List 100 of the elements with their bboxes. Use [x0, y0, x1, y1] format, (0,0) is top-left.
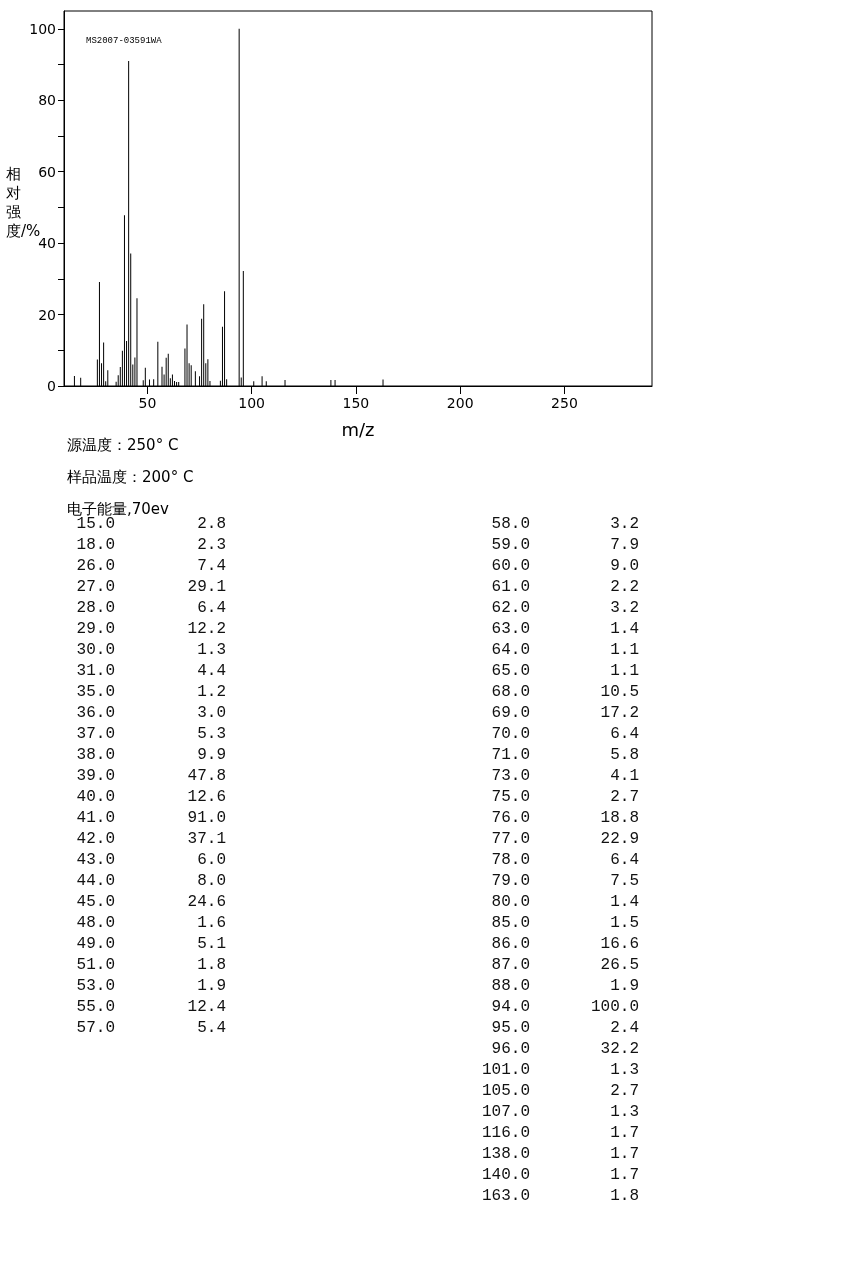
y-tick-label: 80 — [38, 92, 56, 109]
text: 2.2 — [609, 578, 639, 596]
text: 样品温度：200° C — [67, 468, 194, 487]
y-tick-label: 60 — [38, 163, 56, 180]
text: 62.0 — [490, 599, 530, 617]
text: 1.3 — [196, 641, 226, 659]
text: 95.0 — [490, 1019, 530, 1037]
text: 6.0 — [196, 851, 226, 869]
text: 7.9 — [609, 536, 639, 554]
text: 18.0 — [75, 536, 115, 554]
text: 5.3 — [196, 725, 226, 743]
text: 12.6 — [186, 788, 226, 806]
y-tick-label: 40 — [38, 235, 56, 252]
text: 53.0 — [75, 977, 115, 995]
text: 116.0 — [481, 1124, 530, 1142]
text: 3.2 — [609, 599, 639, 617]
text: 28.0 — [75, 599, 115, 617]
text: 71.0 — [490, 746, 530, 764]
text: 18.8 — [599, 809, 639, 827]
text: 100.0 — [590, 998, 639, 1016]
text: 60.0 — [490, 557, 530, 575]
x-tick-label: 50 — [138, 395, 157, 411]
text: 59.0 — [490, 536, 530, 554]
y-tick-label: 100 — [29, 20, 56, 37]
text: 1.6 — [196, 914, 226, 932]
text: 44.0 — [75, 872, 115, 890]
text: 69.0 — [490, 704, 530, 722]
text: 22.9 — [599, 830, 639, 848]
text: 35.0 — [75, 683, 115, 701]
text: 91.0 — [186, 809, 226, 827]
text: 9.9 — [196, 746, 226, 764]
x-tick-label: 100 — [238, 395, 266, 411]
text: 65.0 — [490, 662, 530, 680]
text: 1.8 — [196, 956, 226, 974]
text: 48.0 — [75, 914, 115, 932]
text: 63.0 — [490, 620, 530, 638]
text: 77.0 — [490, 830, 530, 848]
text: 24.6 — [186, 893, 226, 911]
text: 73.0 — [490, 767, 530, 785]
text: 32.2 — [599, 1040, 639, 1058]
text: 51.0 — [75, 956, 115, 974]
text: 49.0 — [75, 935, 115, 953]
text: 16.6 — [599, 935, 639, 953]
text: 1.2 — [196, 683, 226, 701]
text: 10.5 — [599, 683, 639, 701]
text: 1.8 — [609, 1187, 639, 1205]
text: 1.4 — [609, 893, 639, 911]
annotation: MS2007-03591WA — [86, 35, 163, 46]
text: 12.4 — [186, 998, 226, 1016]
text: 6.4 — [196, 599, 226, 617]
text: 2.3 — [196, 536, 226, 554]
text: 78.0 — [490, 851, 530, 869]
text: 138.0 — [481, 1145, 530, 1163]
text: 5.1 — [196, 935, 226, 953]
text: 1.9 — [196, 977, 226, 995]
x-tick-label: 150 — [342, 395, 370, 411]
text: 85.0 — [490, 914, 530, 932]
text: 79.0 — [490, 872, 530, 890]
text: 70.0 — [490, 725, 530, 743]
text: 源温度：250° C — [67, 436, 179, 455]
text: 1.1 — [609, 641, 639, 659]
text: 7.5 — [609, 872, 639, 890]
text: 45.0 — [75, 893, 115, 911]
text: 2.7 — [609, 1082, 639, 1100]
text: 电子能量,70ev — [67, 500, 169, 518]
text: 1.3 — [609, 1103, 639, 1121]
text: 37.1 — [186, 830, 226, 848]
text: 27.0 — [75, 578, 115, 596]
text: 42.0 — [75, 830, 115, 848]
text: 107.0 — [481, 1103, 530, 1121]
text: 2.4 — [609, 1019, 639, 1037]
text: 75.0 — [490, 788, 530, 806]
text: 55.0 — [75, 998, 115, 1016]
text: 4.1 — [609, 767, 639, 785]
text: 76.0 — [490, 809, 530, 827]
text: 64.0 — [490, 641, 530, 659]
text: 88.0 — [490, 977, 530, 995]
text: 96.0 — [490, 1040, 530, 1058]
text: 87.0 — [490, 956, 530, 974]
text: 7.4 — [196, 557, 226, 575]
text: 2.8 — [197, 515, 226, 533]
text: 3.0 — [196, 704, 226, 722]
text: 1.4 — [609, 620, 639, 638]
text: 1.5 — [609, 914, 639, 932]
text: 86.0 — [490, 935, 530, 953]
text: 38.0 — [75, 746, 115, 764]
text: 163.0 — [481, 1187, 530, 1205]
text: 41.0 — [75, 809, 115, 827]
text: 68.0 — [490, 683, 530, 701]
text: 1.1 — [609, 662, 639, 680]
text: 80.0 — [490, 893, 530, 911]
text: 3.2 — [609, 515, 639, 533]
text: 1.7 — [609, 1166, 639, 1184]
text: 36.0 — [75, 704, 115, 722]
x-tick-label: 250 — [551, 395, 578, 411]
text: 12.2 — [186, 620, 226, 638]
text: 37.0 — [75, 725, 115, 743]
text: 17.2 — [599, 704, 639, 722]
text: 94.0 — [490, 998, 530, 1016]
text: 43.0 — [75, 851, 115, 869]
